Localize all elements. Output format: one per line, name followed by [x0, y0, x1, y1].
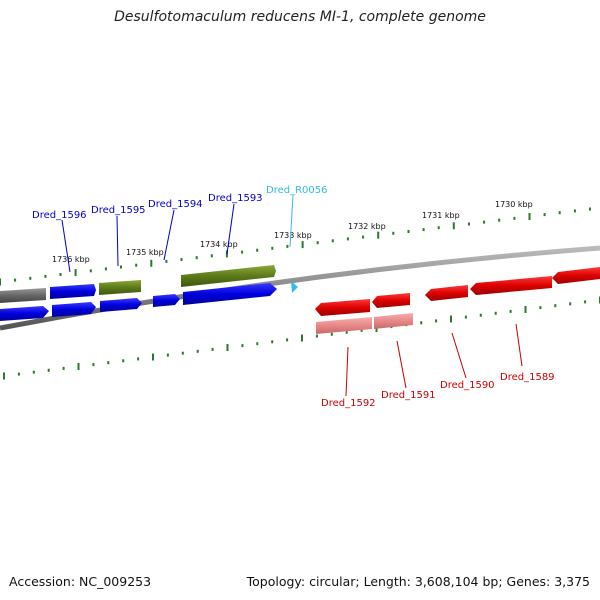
gene-label-dred-1589[interactable]: Dred_1589: [500, 372, 555, 383]
kbp-label: 1735 kbp: [126, 248, 164, 257]
gene-arrow-pink[interactable]: [316, 317, 372, 334]
rna-arrow-cyan[interactable]: [291, 281, 298, 293]
gene-row-reverse-inner: [315, 267, 600, 316]
gene-row-reverse-outer: [316, 313, 413, 334]
gene-arrow-blue[interactable]: [153, 294, 180, 307]
genome-title: Desulfotomaculum reducens MI-1, complete…: [114, 9, 486, 25]
gene-label-dred-r0056[interactable]: Dred_R0056: [266, 185, 328, 196]
gene-row-forward-inner: [0, 283, 277, 321]
kbp-label: 1731 kbp: [422, 211, 460, 220]
kbp-label: 1730 kbp: [495, 200, 533, 209]
genome-summary-text: Topology: circular; Length: 3,608,104 bp…: [246, 574, 590, 589]
gene-arrow-red[interactable]: [372, 293, 410, 308]
gene-arrow-red[interactable]: [470, 276, 552, 295]
gene-label-dred-1594[interactable]: Dred_1594: [148, 199, 203, 210]
gene-row-forward-outer: [0, 265, 298, 303]
gene-arrow-green[interactable]: [181, 265, 276, 287]
gene-label-dred-1590[interactable]: Dred_1590: [440, 380, 495, 391]
gene-arrow-green[interactable]: [99, 280, 141, 295]
accession-text: Accession: NC_009253: [9, 574, 152, 589]
gene-arrow-gray[interactable]: [0, 288, 46, 303]
kbp-label: 1736 kbp: [52, 255, 90, 264]
gene-arrow-blue[interactable]: [52, 302, 96, 317]
kbp-label: 1733 kbp: [274, 231, 312, 240]
gene-label-dred-1595[interactable]: Dred_1595: [91, 205, 146, 216]
gene-arrow-blue[interactable]: [100, 298, 142, 312]
kbp-label: 1732 kbp: [348, 222, 386, 231]
gene-arrow-blue[interactable]: [0, 306, 49, 321]
kbp-tick-labels: 1736 kbp 1735 kbp 1734 kbp 1733 kbp 1732…: [52, 200, 533, 264]
gene-arrow-blue[interactable]: [183, 283, 277, 305]
top-gene-labels: Dred_1596 Dred_1595 Dred_1594 Dred_1593 …: [32, 185, 328, 273]
kbp-label: 1734 kbp: [200, 240, 238, 249]
gene-label-dred-1592[interactable]: Dred_1592: [321, 398, 376, 409]
gene-label-dred-1591[interactable]: Dred_1591: [381, 390, 436, 401]
gene-label-dred-1596[interactable]: Dred_1596: [32, 210, 87, 221]
bottom-gene-labels: Dred_1592 Dred_1591 Dred_1590 Dred_1589: [321, 323, 555, 409]
gene-arrow-red[interactable]: [315, 299, 370, 316]
gene-arrow-red[interactable]: [425, 285, 468, 301]
upper-tick-track: [0, 207, 591, 286]
gene-arrow-blue[interactable]: [50, 284, 96, 299]
gene-arrow-red[interactable]: [552, 267, 600, 284]
gene-arrow-pink[interactable]: [374, 313, 413, 329]
gene-label-dred-1593[interactable]: Dred_1593: [208, 193, 263, 204]
